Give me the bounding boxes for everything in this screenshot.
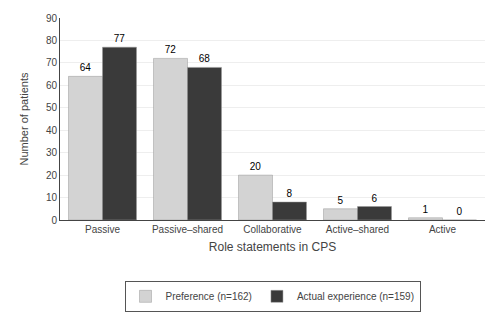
svg-text:6: 6 bbox=[372, 193, 378, 204]
svg-text:0: 0 bbox=[51, 215, 57, 226]
svg-text:72: 72 bbox=[165, 44, 177, 55]
svg-text:90: 90 bbox=[46, 13, 58, 24]
svg-text:64: 64 bbox=[80, 62, 92, 73]
svg-text:10: 10 bbox=[46, 192, 58, 203]
svg-text:50: 50 bbox=[46, 102, 58, 113]
svg-text:80: 80 bbox=[46, 35, 58, 46]
svg-text:40: 40 bbox=[46, 125, 58, 136]
svg-text:77: 77 bbox=[114, 33, 126, 44]
svg-text:20: 20 bbox=[46, 170, 58, 181]
svg-text:Active: Active bbox=[429, 224, 457, 235]
svg-text:Number of patients: Number of patients bbox=[18, 72, 30, 165]
svg-text:68: 68 bbox=[199, 53, 211, 64]
svg-text:20: 20 bbox=[250, 161, 262, 172]
svg-text:0: 0 bbox=[457, 206, 463, 217]
svg-text:Active–shared: Active–shared bbox=[326, 224, 389, 235]
svg-text:70: 70 bbox=[46, 57, 58, 68]
svg-text:Actual experience (n=159): Actual experience (n=159) bbox=[297, 291, 414, 302]
svg-text:5: 5 bbox=[338, 195, 344, 206]
svg-text:Passive: Passive bbox=[85, 224, 120, 235]
svg-text:1: 1 bbox=[423, 204, 429, 215]
svg-text:30: 30 bbox=[46, 147, 58, 158]
svg-text:Preference (n=162): Preference (n=162) bbox=[166, 291, 252, 302]
svg-text:8: 8 bbox=[287, 188, 293, 199]
svg-text:Collaborative: Collaborative bbox=[243, 224, 302, 235]
svg-text:60: 60 bbox=[46, 80, 58, 91]
svg-text:Passive–shared: Passive–shared bbox=[152, 224, 223, 235]
svg-text:Role statements in CPS: Role statements in CPS bbox=[209, 240, 336, 254]
